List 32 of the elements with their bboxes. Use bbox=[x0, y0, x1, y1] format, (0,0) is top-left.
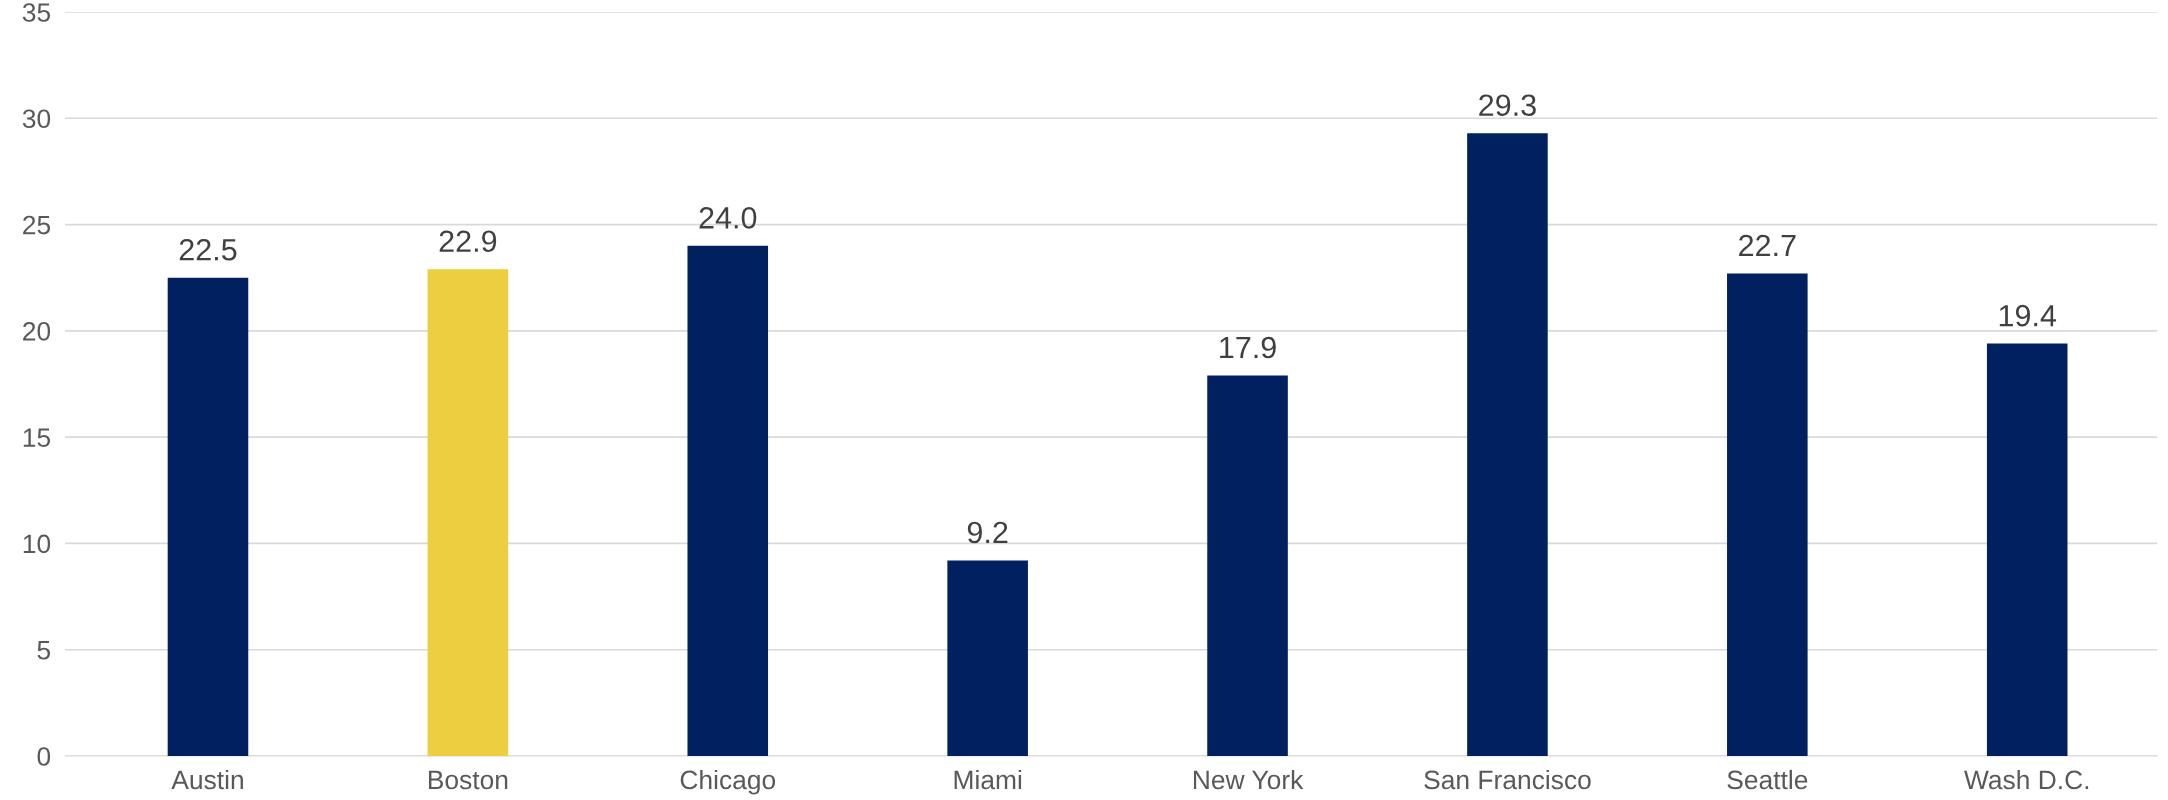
y-tick-label: 25 bbox=[23, 215, 51, 235]
y-tick-label: 20 bbox=[23, 321, 51, 341]
y-tick-label: 35 bbox=[22, 3, 51, 22]
y-tick-label: 15 bbox=[23, 428, 51, 447]
bar bbox=[687, 245, 769, 756]
data-label: 19.4 bbox=[1999, 304, 2057, 327]
x-tick-label: Austin bbox=[171, 769, 243, 790]
bar bbox=[427, 269, 509, 756]
bar bbox=[947, 560, 1028, 756]
bar bbox=[1986, 343, 2068, 756]
y-tick-label: 5 bbox=[37, 641, 51, 660]
y-tick-label: 0 bbox=[37, 747, 51, 766]
y-tick-label: 10 bbox=[23, 534, 51, 554]
x-tick-label: Boston bbox=[428, 770, 508, 790]
x-tick-label: New York bbox=[1193, 769, 1304, 790]
bar bbox=[1207, 375, 1288, 756]
data-label: 29.3 bbox=[1479, 94, 1536, 117]
x-tick-label: Miami bbox=[954, 769, 1022, 790]
data-label: 22.5 bbox=[179, 238, 237, 261]
x-tick-label: Chicago bbox=[680, 769, 776, 795]
bar bbox=[167, 277, 249, 756]
data-label: 24.0 bbox=[699, 207, 757, 229]
x-tick-label: Seattle bbox=[1727, 769, 1808, 790]
bar bbox=[1467, 133, 1548, 756]
bar bbox=[1727, 273, 1808, 756]
data-label: 9.2 bbox=[967, 521, 1008, 544]
x-tick-label: Wash D.C. bbox=[1964, 769, 2089, 790]
data-label: 22.7 bbox=[1739, 234, 1796, 257]
x-tick-label: San Francisco bbox=[1424, 769, 1591, 790]
y-tick-label: 30 bbox=[22, 109, 51, 129]
data-label: 17.9 bbox=[1220, 336, 1276, 359]
data-label: 22.9 bbox=[439, 230, 497, 253]
